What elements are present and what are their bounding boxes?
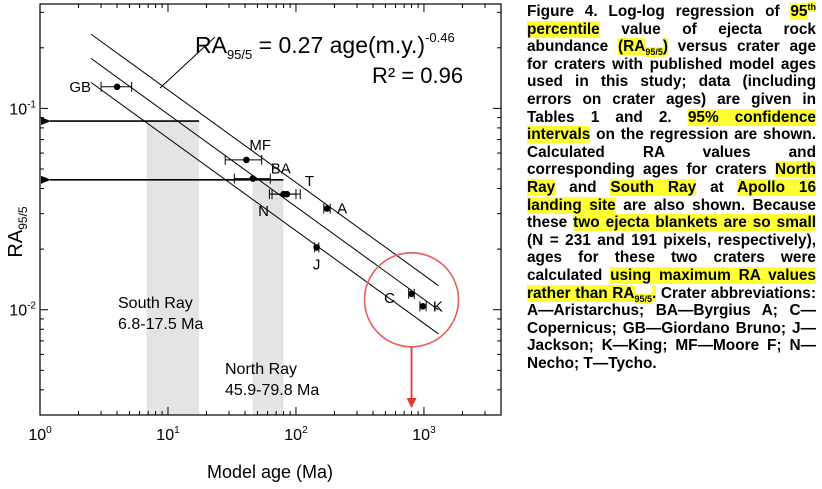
data-point-ba: BA [233, 161, 291, 184]
point-label: N [258, 203, 269, 220]
caption-highlight: ) [662, 38, 668, 56]
data-point-j: J [313, 242, 321, 273]
y-tick-label: 10-1 [9, 99, 36, 118]
y-tick-exp: -2 [27, 301, 36, 312]
caption-text: at [696, 178, 738, 196]
x-tick-label: 102 [284, 425, 308, 444]
x-tick-exp: 0 [46, 425, 52, 436]
data-point-c: C [384, 288, 415, 307]
confidence-line-0 [90, 33, 439, 287]
caption-highlight: 95/5 [634, 293, 653, 304]
band-label-name-1: North Ray [225, 361, 297, 378]
x-tick-label: 103 [412, 425, 436, 444]
point-label: K [433, 298, 443, 315]
data-point-n: N [258, 189, 297, 220]
regression-equation: RA95/5 = 0.27 age(m.y.)-0.46 [195, 30, 455, 62]
point-label: A [337, 201, 347, 218]
equation-sub: 95/5 [227, 47, 252, 62]
caption-text: Crater abbreviations: A—Aristarchus; BA—… [527, 284, 816, 372]
data-point-gb: GB [69, 79, 133, 96]
regression-lines [90, 33, 439, 335]
x-tick-label: 100 [28, 425, 52, 444]
x-axis-label: Model age (Ma) [207, 462, 333, 482]
x-tick-exp: 1 [174, 425, 180, 436]
age-bands [146, 121, 284, 416]
y-tick-exp: -1 [27, 99, 36, 110]
annotations: South Ray 6.8-17.5 Ma North Ray 45.9-79.8 M… [118, 252, 460, 408]
y-tick-label: 10-2 [9, 301, 36, 320]
equation-pointer [159, 36, 216, 89]
caption-text: Figure 4. Log-log regression of [527, 3, 791, 20]
regression-line [90, 57, 439, 311]
highlight-circle [363, 252, 460, 348]
caption-text: (N = 231 and 191 pixels, respectively), … [527, 231, 816, 284]
confidence-line-1 [90, 81, 439, 335]
point-marker [113, 83, 121, 91]
x-tick-exp: 2 [302, 425, 308, 436]
point-label: T [305, 173, 314, 190]
data-point-k: K [419, 298, 443, 315]
y-axis-label-main: RA [5, 229, 27, 257]
caption-text: and [555, 178, 611, 196]
figure-panel: 100 101 102 103 10-1 10-2 GB MF BA T N A J C K South … [5, 3, 502, 482]
figure-caption: Figure 4. Log-log regression of 95th per… [527, 1, 817, 372]
point-marker [249, 175, 257, 182]
band-label-range-0: 6.8-17.5 Ma [118, 316, 203, 333]
x-tick-base: 10 [412, 427, 430, 444]
y-axis-label-sub: 95/5 [16, 206, 30, 230]
point-label: MF [249, 137, 271, 154]
x-tick-base: 10 [156, 427, 174, 444]
band-label-range-1: 45.9-79.8 Ma [225, 382, 319, 399]
y-tick-base: 10 [9, 303, 27, 320]
caption-highlight: (RA [617, 38, 646, 56]
caption-highlight: 95 [790, 3, 808, 20]
point-marker [408, 290, 415, 298]
point-label: BA [271, 161, 291, 178]
caption-text: on the regression are shown. Calculated … [527, 126, 816, 179]
caption-highlight: th [807, 1, 816, 12]
point-marker [323, 205, 331, 212]
caption-text: versus crater age for craters with publi… [527, 38, 816, 126]
caption-highlight: two ejecta blankets are so small [573, 214, 816, 232]
equation-lhs: RA [195, 32, 228, 58]
point-label: C [384, 290, 395, 307]
x-tick-exp: 3 [430, 425, 436, 436]
y-axis-label: RA95/5 [5, 206, 30, 257]
point-marker [280, 190, 287, 198]
point-label: GB [69, 79, 91, 96]
x-tick-label: 101 [156, 425, 180, 444]
r-squared: R² = 0.96 [372, 63, 463, 88]
plot-frame [39, 3, 502, 416]
band-label-name-0: South Ray [118, 295, 193, 312]
caption-text: value of ejecta rock abundance [527, 20, 816, 56]
data-point-a: A [323, 201, 347, 218]
point-marker [243, 156, 250, 164]
age-band-1 [252, 179, 284, 415]
point-label: J [313, 256, 321, 273]
equation-body: = 0.27 age(m.y.) [252, 32, 425, 58]
equation-exponent: -0.46 [425, 30, 455, 45]
caption-highlight: 95/5 [645, 47, 663, 58]
caption-text: are also shown. Because these [527, 196, 816, 232]
data-point-mf: MF [224, 137, 271, 165]
point-marker [419, 302, 427, 310]
x-tick-base: 10 [28, 427, 46, 444]
caption-highlight: . [652, 284, 657, 302]
point-marker [313, 244, 320, 251]
projection-arrows [41, 117, 284, 184]
age-band-0 [146, 121, 200, 416]
caption-highlight: percentile [527, 20, 600, 38]
x-tick-base: 10 [284, 427, 302, 444]
y-tick-base: 10 [9, 101, 27, 118]
caption-highlight: South Ray [610, 178, 697, 196]
